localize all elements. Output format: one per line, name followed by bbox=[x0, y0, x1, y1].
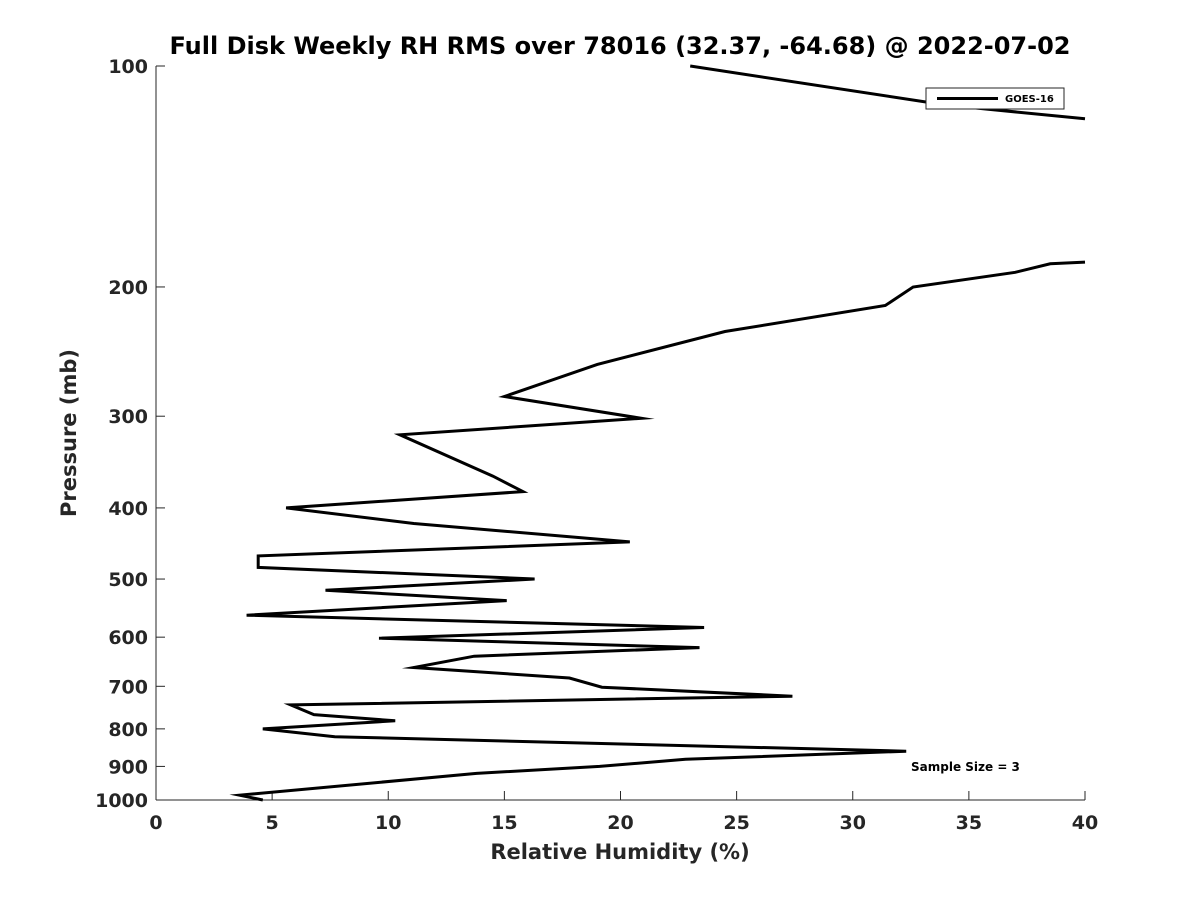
x-tick-label: 10 bbox=[375, 812, 401, 834]
x-tick-label: 25 bbox=[723, 812, 749, 834]
y-tick-label: 100 bbox=[108, 56, 148, 78]
x-tick-label: 40 bbox=[1072, 812, 1098, 834]
y-tick-label: 200 bbox=[108, 277, 148, 299]
y-tick-label: 700 bbox=[108, 676, 148, 698]
series-0 bbox=[229, 64, 1086, 802]
x-tick-label: 20 bbox=[607, 812, 633, 834]
chart-title: Full Disk Weekly RH RMS over 78016 (32.3… bbox=[169, 32, 1070, 60]
y-tick-label: 500 bbox=[108, 569, 148, 591]
x-tick-label: 15 bbox=[491, 812, 517, 834]
y-tick-label: 400 bbox=[108, 498, 148, 520]
series-line-segment-1 bbox=[229, 260, 1086, 802]
legend-label: GOES-16 bbox=[1005, 94, 1054, 105]
y-tick-label: 300 bbox=[108, 406, 148, 428]
y-axis-ticks: 100 200 300 400 500 600 700 800 900 1000 bbox=[95, 56, 165, 812]
y-tick-label: 600 bbox=[108, 627, 148, 649]
y-axis-label: Pressure (mb) bbox=[57, 349, 81, 517]
x-tick-label: 35 bbox=[956, 812, 982, 834]
y-tick-label: 1000 bbox=[95, 790, 148, 812]
x-tick-label: 30 bbox=[840, 812, 866, 834]
series-layer bbox=[229, 64, 1086, 802]
x-tick-label: 0 bbox=[149, 812, 162, 834]
x-tick-label: 5 bbox=[266, 812, 279, 834]
y-tick-label: 800 bbox=[108, 719, 148, 741]
legend: GOES-16 bbox=[925, 87, 1065, 110]
sample-size-annotation: Sample Size = 3 bbox=[911, 760, 1020, 774]
x-axis-ticks: 0 5 10 15 20 25 30 35 40 bbox=[149, 791, 1098, 834]
x-axis-label: Relative Humidity (%) bbox=[490, 840, 749, 864]
y-tick-label: 900 bbox=[108, 756, 148, 778]
